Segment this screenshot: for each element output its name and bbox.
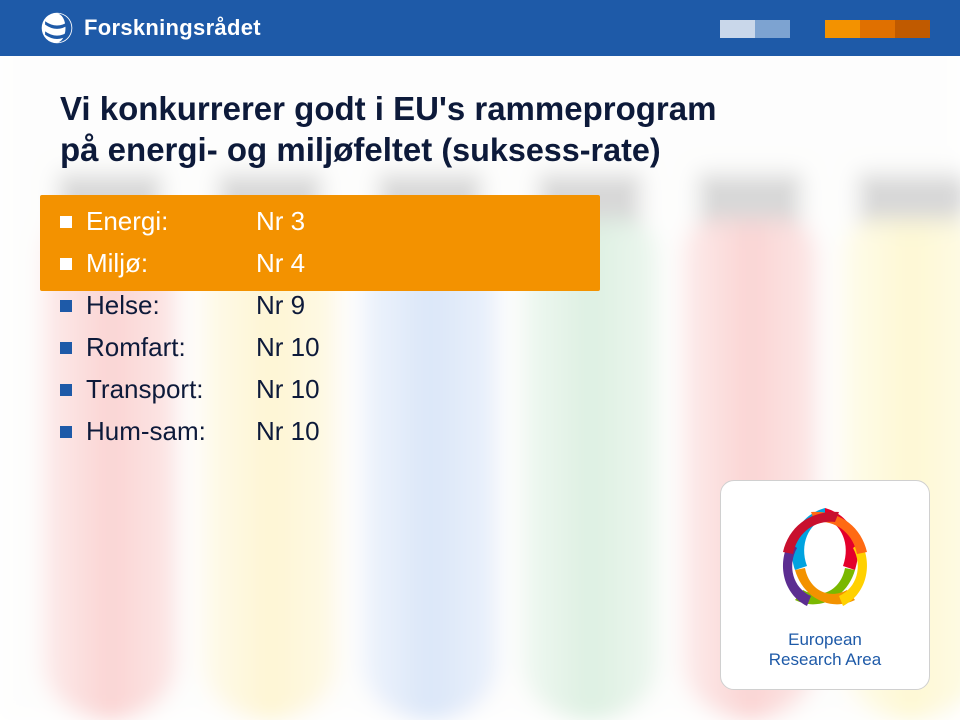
list-item: Helse: Nr 9 <box>60 285 900 327</box>
list-item: Romfart: Nr 10 <box>60 327 900 369</box>
item-value: Nr 10 <box>256 374 320 405</box>
forskningsradet-logo-icon <box>40 11 74 45</box>
list-item: Transport: Nr 10 <box>60 369 900 411</box>
item-value: Nr 9 <box>256 290 305 321</box>
era-globe-icon <box>765 500 885 620</box>
title-line-2-paren: (suksess-rate) <box>441 132 660 168</box>
ranking-list: Energi: Nr 3 Miljø: Nr 4 Helse: Nr 9 Rom… <box>60 201 900 453</box>
item-label: Helse: <box>86 290 256 321</box>
item-label: Miljø: <box>86 248 256 279</box>
bullet-icon <box>60 384 72 396</box>
brand-logo: Forskningsrådet <box>40 11 261 45</box>
accent-segment <box>860 20 895 38</box>
content-area: Vi konkurrerer godt i EU's rammeprogram … <box>60 88 900 453</box>
item-value: Nr 4 <box>256 248 305 279</box>
era-caption: European Research Area <box>769 630 881 671</box>
slide-title: Vi konkurrerer godt i EU's rammeprogram … <box>60 88 900 171</box>
accent-segment <box>895 20 930 38</box>
item-label: Hum-sam: <box>86 416 256 447</box>
title-line-2-prefix: på energi- og miljøfeltet <box>60 131 441 168</box>
bullet-icon <box>60 258 72 270</box>
item-value: Nr 3 <box>256 206 305 237</box>
era-line-2: Research Area <box>769 650 881 669</box>
item-value: Nr 10 <box>256 332 320 363</box>
list-item: Energi: Nr 3 <box>60 201 900 243</box>
item-label: Romfart: <box>86 332 256 363</box>
bullet-icon <box>60 342 72 354</box>
list-item: Hum-sam: Nr 10 <box>60 411 900 453</box>
item-label: Energi: <box>86 206 256 237</box>
item-label: Transport: <box>86 374 256 405</box>
accent-segment <box>790 20 825 38</box>
slide-root: Forskningsrådet Vi konkurrerer godt i EU… <box>0 0 960 720</box>
accent-segment <box>825 20 860 38</box>
bullet-icon <box>60 426 72 438</box>
bullet-icon <box>60 300 72 312</box>
brand-text: Forskningsrådet <box>84 15 261 41</box>
era-box: European Research Area <box>720 480 930 690</box>
item-value: Nr 10 <box>256 416 320 447</box>
accent-segment <box>755 20 790 38</box>
era-line-1: European <box>788 630 862 649</box>
title-line-1: Vi konkurrerer godt i EU's rammeprogram <box>60 90 716 127</box>
bullet-icon <box>60 216 72 228</box>
accent-segment <box>720 20 755 38</box>
header-accent-stripes <box>720 20 930 38</box>
list-item: Miljø: Nr 4 <box>60 243 900 285</box>
